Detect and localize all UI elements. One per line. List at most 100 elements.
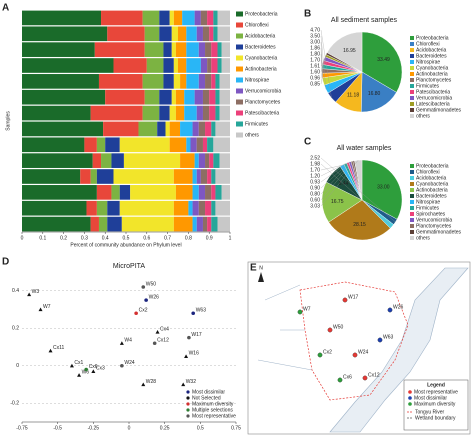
bar-segment bbox=[211, 74, 216, 89]
legend-label: Verrucomicrobia bbox=[416, 95, 452, 101]
point bbox=[184, 354, 189, 358]
legend-marker bbox=[408, 402, 412, 406]
bar-segment bbox=[92, 153, 102, 168]
legend-label: Cyanobacteria bbox=[416, 65, 448, 71]
site-label: W26 bbox=[393, 304, 404, 310]
point-label: Cx1 bbox=[74, 360, 83, 366]
value-label: 1.70 bbox=[310, 57, 320, 63]
legend-label: Acidobacteria bbox=[245, 33, 276, 39]
bar-segment bbox=[219, 89, 230, 105]
site-label: W7 bbox=[303, 306, 311, 312]
site bbox=[377, 337, 383, 343]
legend-swatch bbox=[410, 230, 414, 234]
bar-segment bbox=[171, 89, 176, 105]
bar-segment bbox=[22, 26, 108, 42]
value-label: 1.60 bbox=[310, 69, 320, 75]
bar-segment bbox=[94, 42, 145, 57]
value-label: 1.98 bbox=[310, 161, 320, 167]
bar-segment bbox=[215, 169, 230, 184]
legend-swatch bbox=[410, 78, 414, 82]
value-label: 0.90 bbox=[310, 185, 320, 191]
pie-slice bbox=[361, 31, 403, 93]
bar-segment bbox=[22, 153, 93, 168]
x-tick-label: 0.4 bbox=[102, 235, 109, 241]
bar-segment bbox=[101, 153, 112, 168]
x-tick-label: -0.5 bbox=[53, 425, 62, 431]
bar-segment bbox=[221, 185, 230, 200]
site-label: W24 bbox=[358, 349, 369, 355]
leader-line bbox=[320, 161, 353, 195]
y-tick-label: -0.2 bbox=[10, 401, 19, 407]
legend-label: Actinobacteria bbox=[245, 66, 277, 72]
bar-segment bbox=[157, 121, 166, 137]
value-label: 2.52 bbox=[310, 155, 320, 161]
value-label: 28.15 bbox=[353, 222, 366, 228]
bar-segment bbox=[105, 89, 145, 105]
value-label: 0.80 bbox=[310, 191, 320, 197]
bar-segment bbox=[200, 169, 208, 184]
x-tick-label: 0.5 bbox=[197, 425, 204, 431]
bar-segment bbox=[163, 58, 174, 73]
site-label: W17 bbox=[348, 294, 359, 300]
bar-segment bbox=[105, 137, 120, 153]
panel-label: C bbox=[304, 137, 311, 148]
point-label: Cx4 bbox=[160, 326, 169, 332]
legend-label: Multiple selections bbox=[192, 407, 233, 413]
bar-segment bbox=[163, 74, 174, 89]
legend-marker bbox=[186, 402, 190, 406]
legend-label: Tongyu River bbox=[415, 409, 445, 415]
bar-segment bbox=[209, 153, 214, 168]
legend-label: Bacteroidetes bbox=[416, 193, 447, 199]
site-label: W63 bbox=[383, 334, 394, 340]
bar-segment bbox=[178, 26, 187, 42]
bar-segment bbox=[22, 58, 114, 73]
bar-segment bbox=[159, 89, 172, 105]
bar-segment bbox=[211, 216, 218, 232]
legend-swatch bbox=[236, 22, 243, 28]
bar-segment bbox=[175, 185, 193, 200]
legend-label: Nitrospirae bbox=[416, 199, 440, 205]
bar-segment bbox=[215, 89, 220, 105]
bar-segment bbox=[146, 58, 164, 73]
bar-segment bbox=[198, 42, 206, 57]
point-label: Cx12 bbox=[157, 338, 169, 344]
point-label: W28 bbox=[146, 379, 157, 385]
legend-label: Gemmatimonadetes bbox=[416, 229, 462, 235]
bar-segment bbox=[217, 42, 222, 57]
legend-label: others bbox=[416, 113, 430, 119]
site bbox=[327, 327, 333, 333]
value-label: 16.80 bbox=[368, 91, 381, 97]
bar-segment bbox=[211, 200, 216, 216]
legend-label: Nitrospirae bbox=[416, 59, 440, 65]
y-tick-label: 0.2 bbox=[12, 326, 19, 332]
site bbox=[317, 352, 323, 358]
x-tick-label: 0 bbox=[21, 235, 24, 241]
legend-label: Patescibacteria bbox=[245, 110, 279, 116]
legend-swatch bbox=[410, 72, 414, 76]
bar-segment bbox=[165, 121, 170, 137]
legend-label: Planctomycetes bbox=[416, 223, 452, 229]
bar-segment bbox=[215, 200, 230, 216]
bar-segment bbox=[217, 58, 222, 73]
bar-segment bbox=[182, 10, 195, 26]
bar-segment bbox=[196, 216, 203, 232]
bar-segment bbox=[22, 185, 97, 200]
bar-segment bbox=[22, 200, 87, 216]
point bbox=[27, 292, 32, 297]
leader-line bbox=[320, 53, 327, 85]
bar-segment bbox=[159, 10, 170, 26]
legend-marker bbox=[408, 396, 412, 400]
bar-segment bbox=[198, 121, 206, 137]
value-label: 33.49 bbox=[377, 57, 390, 63]
point-label: Cx11 bbox=[53, 345, 65, 351]
bar-segment bbox=[22, 10, 102, 26]
panel-label: D bbox=[2, 257, 9, 268]
x-tick-label: 0.7 bbox=[164, 235, 171, 241]
legend-swatch bbox=[410, 176, 414, 180]
x-tick-label: 0 bbox=[128, 425, 131, 431]
point bbox=[187, 335, 191, 340]
bar-segment bbox=[221, 58, 230, 73]
value-label: 1.20 bbox=[310, 173, 320, 179]
bar-segment bbox=[103, 121, 139, 137]
legend-swatch bbox=[410, 182, 414, 186]
